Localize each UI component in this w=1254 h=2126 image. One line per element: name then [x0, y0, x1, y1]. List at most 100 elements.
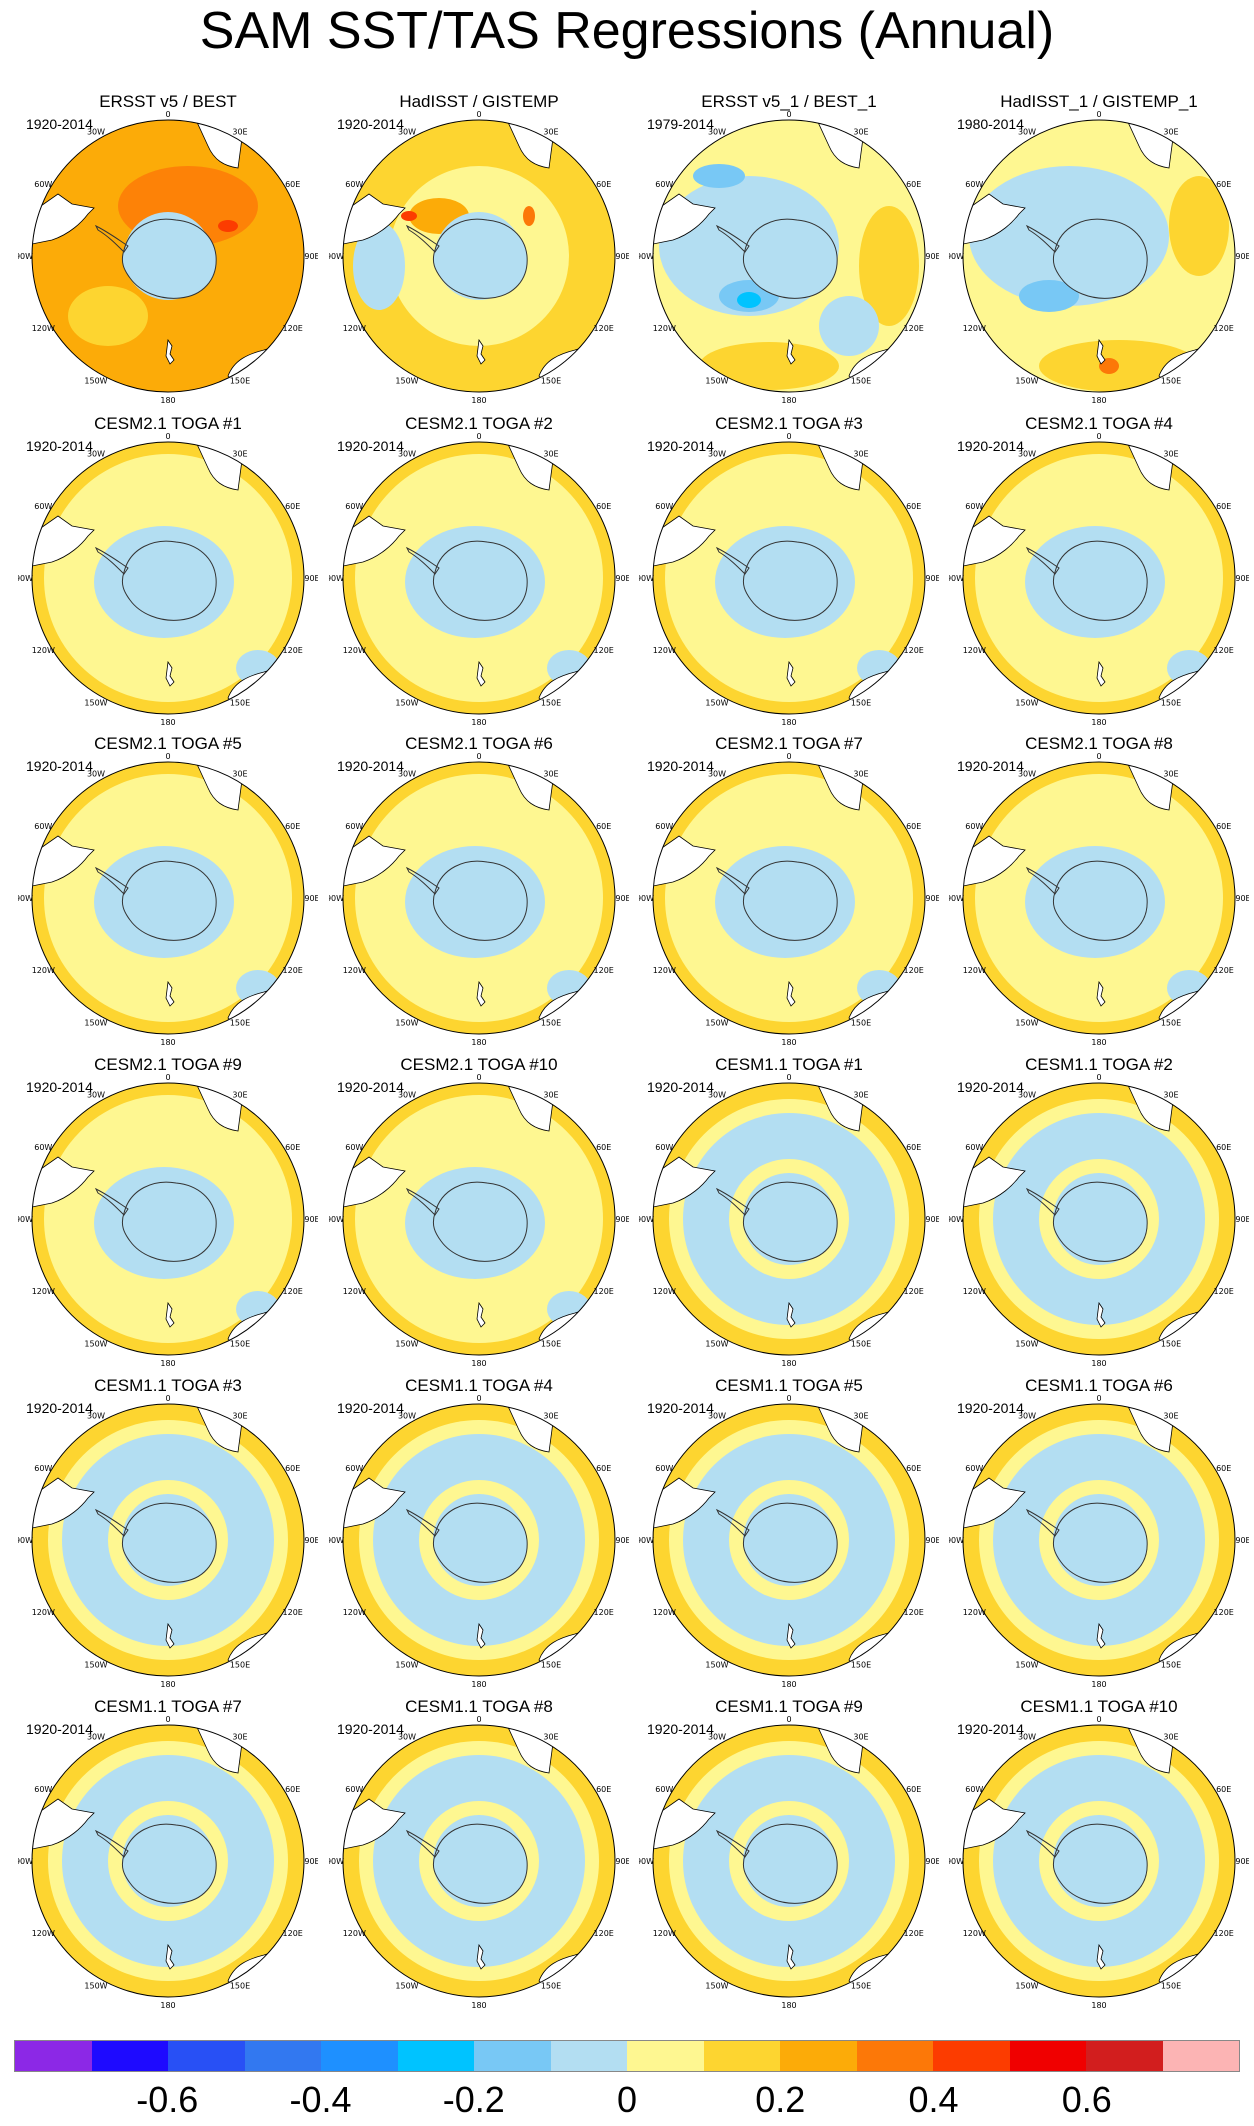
map-field	[653, 762, 925, 1034]
antarctica-outline	[121, 1181, 217, 1262]
longitude-label: 60W	[655, 822, 673, 831]
longitude-label: 60E	[596, 1143, 611, 1152]
longitude-label: 180	[1091, 2001, 1106, 2010]
panel-period: 1920-2014	[647, 1400, 714, 1416]
map-panel: CESM1.1 TOGA #1 0 30E 60E 90E 120E 150E 180 150W…	[639, 1055, 939, 1368]
longitude-label: 30E	[232, 1732, 247, 1741]
longitude-label: 60W	[655, 1143, 673, 1152]
map-field	[963, 120, 1235, 392]
longitude-label: 150E	[851, 1019, 871, 1028]
longitude-label: 180	[1091, 1680, 1106, 1689]
longitude-label: 90E	[615, 1215, 629, 1224]
map-boundary	[962, 1403, 1236, 1677]
longitude-label: 120W	[653, 646, 676, 655]
polar-map: 0 30E 60E 90E 120E 150E 180 150W 120W 90W 60W 30W	[949, 110, 1249, 405]
longitude-label: 150W	[705, 1661, 728, 1670]
polar-map: 0 30E 60E 90E 120E 150E 180 150W 120W 90W 60W 30W	[639, 1715, 939, 2010]
longitude-label: 60W	[655, 502, 673, 511]
longitude-label: 90E	[925, 1215, 939, 1224]
map-boundary	[31, 441, 305, 715]
antarctica-outline	[432, 218, 528, 299]
longitude-label: 150E	[230, 1661, 250, 1670]
panel-period: 1920-2014	[957, 1400, 1024, 1416]
longitude-label: 180	[160, 718, 175, 727]
map-boundary	[652, 1082, 926, 1356]
longitude-label: 150E	[541, 1661, 561, 1670]
map-field	[343, 120, 615, 392]
map-boundary	[652, 441, 926, 715]
longitude-label: 0	[1096, 110, 1101, 119]
longitude-label: 90W	[18, 1857, 33, 1866]
longitude-label: 0	[1096, 1715, 1101, 1724]
longitude-label: 150E	[541, 1019, 561, 1028]
longitude-label: 180	[160, 2001, 175, 2010]
longitude-label: 120W	[32, 1287, 55, 1296]
map-field	[963, 1404, 1235, 1676]
panel-period: 1920-2014	[957, 758, 1024, 774]
map-panel: CESM1.1 TOGA #9 0 30E 60E 90E 120E 150E 180 150W…	[639, 1697, 939, 2010]
polar-map: 0 30E 60E 90E 120E 150E 180 150W 120W 90W 60W 30W	[329, 752, 629, 1047]
longitude-label: 150W	[1015, 699, 1038, 708]
longitude-label: 0	[476, 432, 481, 441]
longitude-label: 60W	[965, 1143, 983, 1152]
longitude-label: 30W	[708, 1732, 726, 1741]
longitude-label: 150W	[1015, 377, 1038, 386]
longitude-label: 180	[1091, 718, 1106, 727]
map-panel: CESM1.1 TOGA #6 0 30E 60E 90E 120E 150E 180 150W…	[949, 1376, 1249, 1689]
longitude-label: 120W	[963, 1608, 986, 1617]
longitude-label: 60E	[596, 822, 611, 831]
longitude-label: 120E	[1214, 324, 1234, 333]
polar-map: 0 30E 60E 90E 120E 150E 180 150W 120W 90W 60W 30W	[949, 752, 1249, 1047]
longitude-label: 120E	[594, 966, 614, 975]
longitude-label: 30E	[1163, 1732, 1178, 1741]
longitude-label: 180	[471, 1038, 486, 1047]
longitude-label: 120E	[904, 966, 924, 975]
map-panel: CESM1.1 TOGA #4 0 30E 60E 90E 120E 150E 180 150W…	[329, 1376, 629, 1689]
map-panel: CESM2.1 TOGA #8 0 30E 60E 90E 120E 150E 180 150W…	[949, 734, 1249, 1047]
longitude-label: 180	[781, 2001, 796, 2010]
panel-period: 1920-2014	[957, 438, 1024, 454]
colorbar-box	[780, 2041, 857, 2071]
panel-period: 1920-2014	[337, 758, 404, 774]
map-field	[343, 762, 615, 1034]
panel-title: CESM2.1 TOGA #10	[400, 1055, 558, 1074]
map-boundary	[962, 119, 1236, 393]
longitude-label: 90W	[329, 1215, 344, 1224]
polar-map: 0 30E 60E 90E 120E 150E 180 150W 120W 90W 60W 30W	[329, 432, 629, 727]
map-boundary	[962, 441, 1236, 715]
longitude-label: 60E	[1216, 1143, 1231, 1152]
map-field	[343, 1725, 615, 1997]
longitude-label: 90W	[329, 574, 344, 583]
antarctica-outline	[1052, 860, 1148, 941]
colorbar-box	[703, 2041, 780, 2071]
colorbar-label: 0.2	[755, 2079, 806, 2120]
longitude-label: 120E	[283, 1608, 303, 1617]
longitude-label: 90E	[925, 1536, 939, 1545]
panel-title: CESM1.1 TOGA #8	[405, 1697, 553, 1716]
map-panel: CESM1.1 TOGA #8 0 30E 60E 90E 120E 150E 180 150W…	[329, 1697, 629, 2010]
map-panel: CESM1.1 TOGA #2 0 30E 60E 90E 120E 150E 180 150W…	[949, 1055, 1249, 1368]
longitude-label: 120W	[963, 646, 986, 655]
antarctica-outline	[432, 1502, 528, 1583]
longitude-label: 60E	[906, 1464, 921, 1473]
map-panel: ERSST v5 / BEST 0 30E 60E 90E 120E 150E 180 150W…	[18, 92, 318, 405]
panel-period: 1920-2014	[337, 116, 404, 132]
longitude-label: 120E	[283, 324, 303, 333]
polar-map: 0 30E 60E 90E 120E 150E 180 150W 120W 90W 60W 30W	[329, 1394, 629, 1689]
antarctica-outline	[742, 540, 838, 621]
longitude-label: 90E	[304, 252, 318, 261]
longitude-label: 90E	[925, 574, 939, 583]
longitude-label: 30E	[853, 1732, 868, 1741]
longitude-label: 30W	[87, 449, 105, 458]
panel-period: 1920-2014	[337, 438, 404, 454]
longitude-label: 90E	[1235, 1857, 1249, 1866]
longitude-label: 0	[165, 1715, 170, 1724]
antarctica-outline	[1052, 1823, 1148, 1904]
longitude-label: 150W	[705, 377, 728, 386]
colorbar-box	[91, 2041, 168, 2071]
colorbar-box	[15, 2041, 92, 2071]
longitude-label: 0	[786, 752, 791, 761]
panel-period: 1920-2014	[337, 1721, 404, 1737]
longitude-label: 150W	[84, 1982, 107, 1991]
map-panel: CESM1.1 TOGA #10 0 30E 60E 90E 120E 150E 180 150…	[949, 1697, 1249, 2010]
